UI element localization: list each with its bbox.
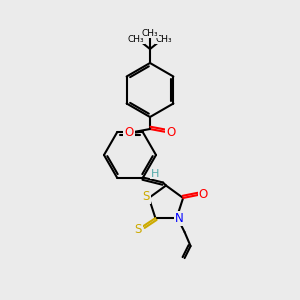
Text: H: H <box>151 169 159 178</box>
Text: O: O <box>167 125 176 139</box>
Text: O: O <box>199 188 208 202</box>
Text: N: N <box>175 212 184 225</box>
Text: S: S <box>142 190 150 203</box>
Text: CH₃: CH₃ <box>128 34 144 43</box>
Text: S: S <box>135 223 142 236</box>
Text: CH₃: CH₃ <box>156 34 172 43</box>
Text: CH₃: CH₃ <box>142 28 158 38</box>
Text: O: O <box>124 125 134 139</box>
